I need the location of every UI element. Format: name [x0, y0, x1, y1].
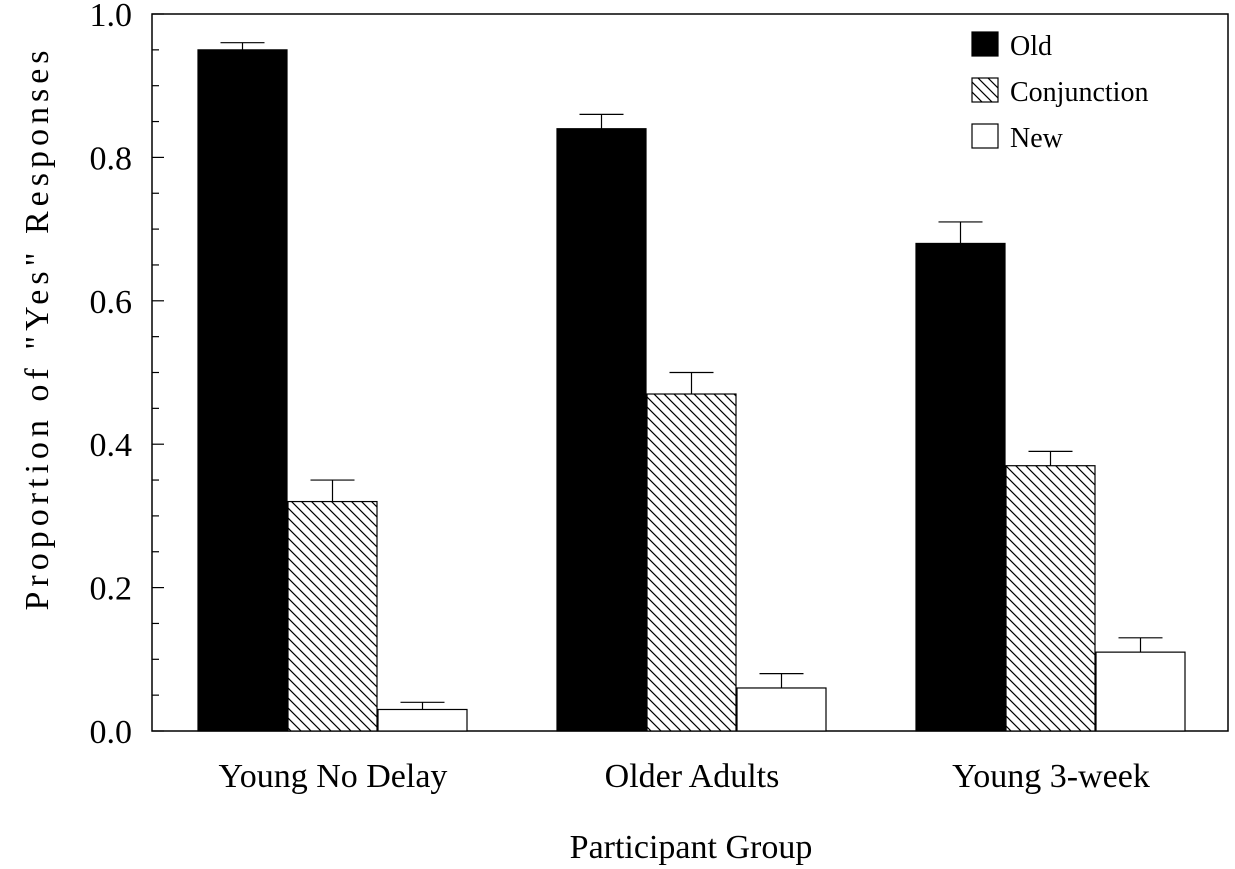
legend-label-conjunction: Conjunction: [1010, 77, 1148, 108]
x-tick-label: Older Adults: [605, 758, 780, 795]
y-tick-label: 0.8: [90, 140, 133, 177]
y-tick-label: 0.2: [90, 571, 133, 608]
y-axis-title: Proportion of "Yes" Responses: [19, 45, 56, 610]
y-tick-label: 0.6: [90, 284, 133, 321]
legend-label-new: New: [1010, 123, 1064, 154]
legend-swatch-new: [971, 123, 999, 149]
x-axis-title: Participant Group: [570, 829, 813, 866]
y-tick-label: 0.4: [90, 427, 133, 464]
bar-new-0: [377, 708, 468, 732]
bar-old-0: [197, 49, 288, 732]
legend-swatch-old: [971, 31, 999, 57]
bar-conjunction-2: [1005, 465, 1096, 732]
legend-swatch-conjunction: [971, 77, 999, 103]
bar-conjunction-1: [646, 393, 737, 732]
legend-label-old: Old: [1010, 31, 1052, 62]
x-tick-label: Young No Delay: [219, 758, 448, 795]
y-tick-label: 1.0: [90, 0, 133, 34]
bar-new-1: [736, 687, 827, 732]
bar-new-2: [1095, 651, 1186, 732]
bar-conjunction-0: [287, 500, 378, 732]
bar-old-2: [915, 242, 1006, 732]
bar-old-1: [556, 128, 647, 732]
y-tick-label: 0.0: [90, 714, 133, 751]
x-tick-label: Young 3-week: [952, 758, 1150, 795]
